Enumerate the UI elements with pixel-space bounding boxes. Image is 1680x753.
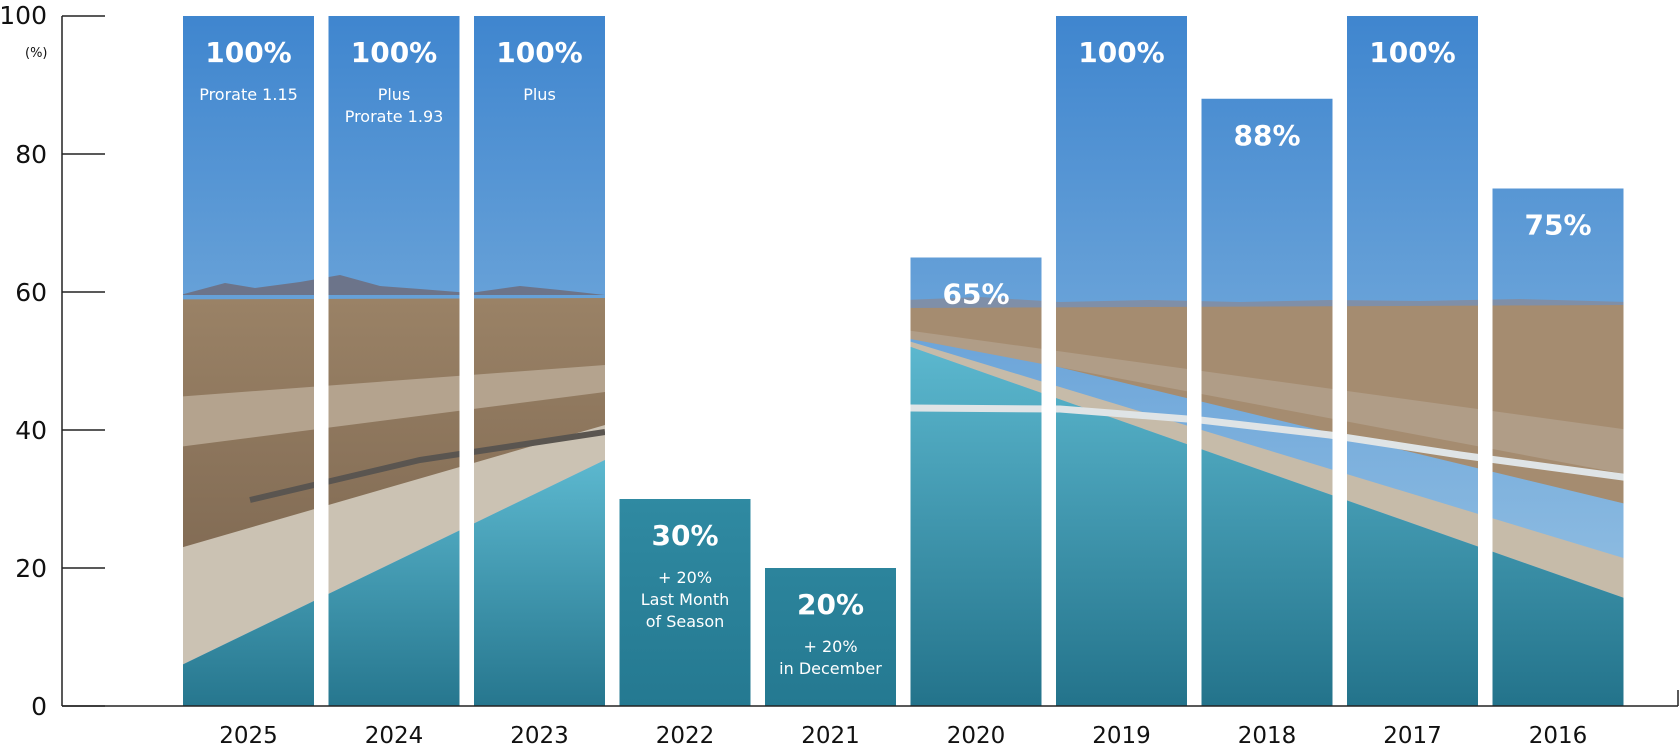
bar-value-label: 100%: [1078, 36, 1165, 69]
bar-note-label: Last Month: [641, 590, 730, 609]
y-tick-label: 40: [15, 416, 47, 445]
bar-value-label: 75%: [1524, 209, 1591, 242]
bar-value-label: 30%: [651, 519, 718, 552]
x-category-label: 2023: [510, 723, 569, 749]
y-ticks: 0 20 40 60 80 100: [0, 1, 105, 721]
bar-value-label: 65%: [942, 278, 1009, 311]
bar-value-label: 100%: [351, 36, 438, 69]
bar-note-label: + 20%: [658, 568, 712, 587]
x-category-label: 2025: [219, 723, 278, 749]
bar-value-label: 100%: [496, 36, 583, 69]
y-tick-label: 100: [0, 1, 47, 30]
axes: 0 20 40 60 80 100 (%): [0, 1, 1679, 721]
y-tick-label: 0: [31, 692, 47, 721]
bar-value-label: 100%: [205, 36, 292, 69]
bar-note-label: Prorate 1.93: [345, 107, 444, 126]
x-category-label: 2016: [1529, 723, 1588, 749]
bar-value-label: 20%: [797, 588, 864, 621]
x-category-label: 2019: [1092, 723, 1151, 749]
x-category-label: 2022: [656, 723, 715, 749]
y-tick-label: 80: [15, 140, 47, 169]
bar-value-label: 88%: [1233, 119, 1300, 152]
bar-note-label: Plus: [523, 85, 556, 104]
x-category-label: 2024: [365, 723, 424, 749]
y-tick-label: 60: [15, 278, 47, 307]
bar-value-label: 100%: [1369, 36, 1456, 69]
x-category-label: 2020: [947, 723, 1006, 749]
y-axis-unit-label: (%): [25, 46, 48, 61]
y-tick-label: 20: [15, 554, 47, 583]
bar-note-label: in December: [779, 659, 882, 678]
bars-layer: 100% Prorate 1.15 2025 100% Plus Prorate 1.93…: [199, 36, 1591, 749]
x-category-label: 2021: [801, 723, 860, 749]
bar-note-label: + 20%: [803, 637, 857, 656]
x-category-label: 2017: [1383, 723, 1442, 749]
bar-note-label: Prorate 1.15: [199, 85, 298, 104]
bar-note-label: Plus: [378, 85, 411, 104]
x-category-label: 2018: [1238, 723, 1297, 749]
bar-note-label: of Season: [646, 612, 725, 631]
